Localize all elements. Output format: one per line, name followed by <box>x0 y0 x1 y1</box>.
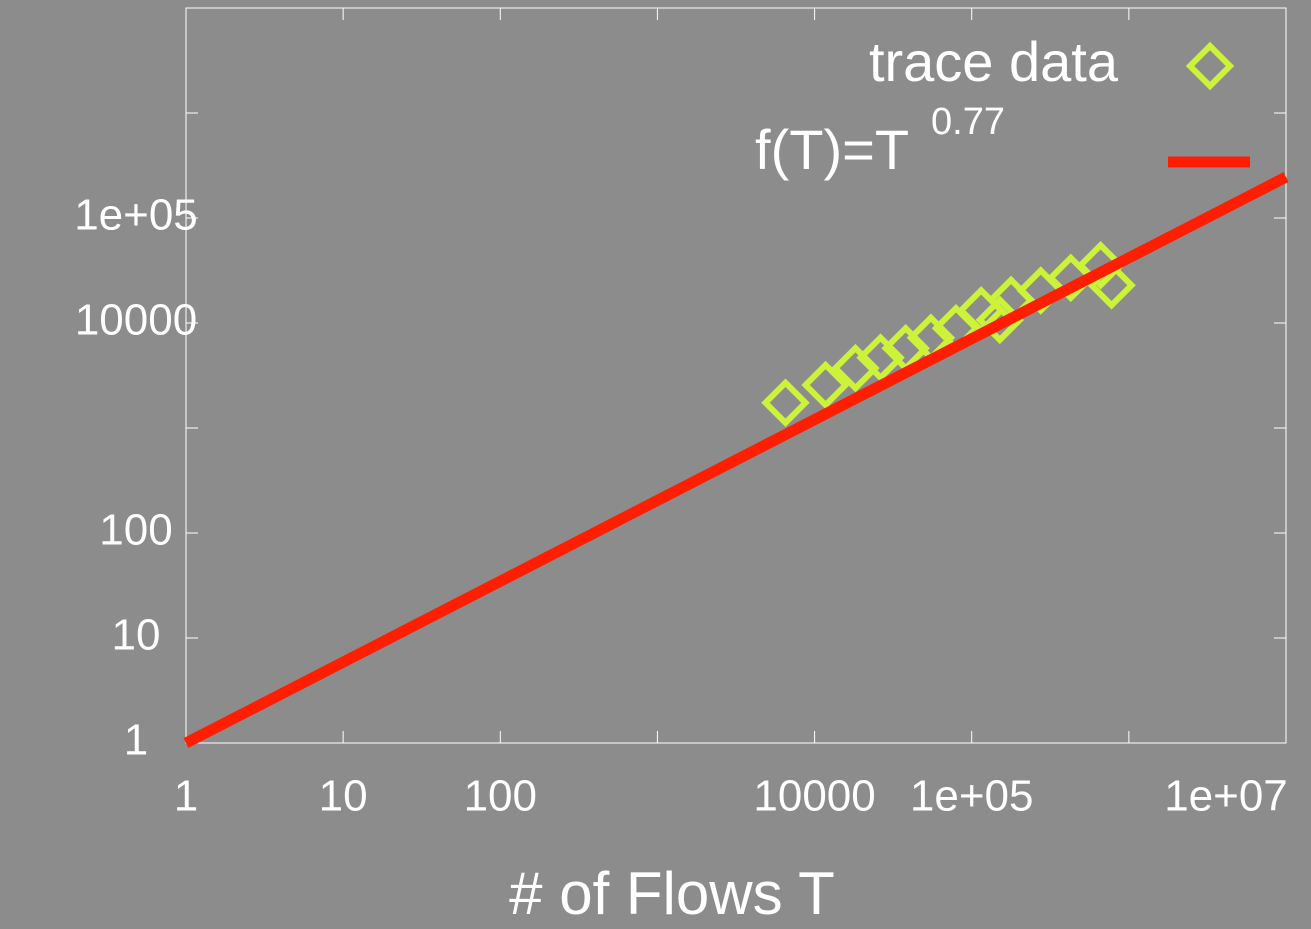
x-tick-label: 1e+07 <box>1164 772 1288 821</box>
plot-frame <box>185 7 1287 744</box>
y-tick-label: 100 <box>99 506 172 555</box>
legend-exponent: 0.77 <box>931 101 1005 143</box>
x-tick-label: 10000 <box>753 772 875 821</box>
y-tick-label: 10 <box>112 611 161 660</box>
x-axis-label: # of Flows T <box>509 860 835 927</box>
legend-label: trace data <box>869 30 1119 93</box>
x-tick-label: 10 <box>319 772 368 821</box>
y-tick-label: 1e+05 <box>74 191 198 240</box>
data-point <box>761 378 810 427</box>
x-tick-label: 1 <box>174 772 198 821</box>
legend-label-text: f(T)=T <box>755 118 909 181</box>
fit-line <box>183 172 1289 748</box>
y-tick-label: 1 <box>124 716 148 765</box>
data-point <box>831 343 880 393</box>
x-tick-label: 100 <box>464 772 537 821</box>
legend-label-text: trace data <box>869 30 1119 93</box>
data-point <box>1076 240 1125 290</box>
data-point <box>801 360 850 410</box>
x-tick-label: 1e+05 <box>910 772 1034 821</box>
legend-marker <box>1185 41 1235 91</box>
legend-label: f(T)=T 0.77 <box>755 101 1005 181</box>
data-point <box>856 333 905 382</box>
y-tick-label: 10000 <box>75 296 197 345</box>
